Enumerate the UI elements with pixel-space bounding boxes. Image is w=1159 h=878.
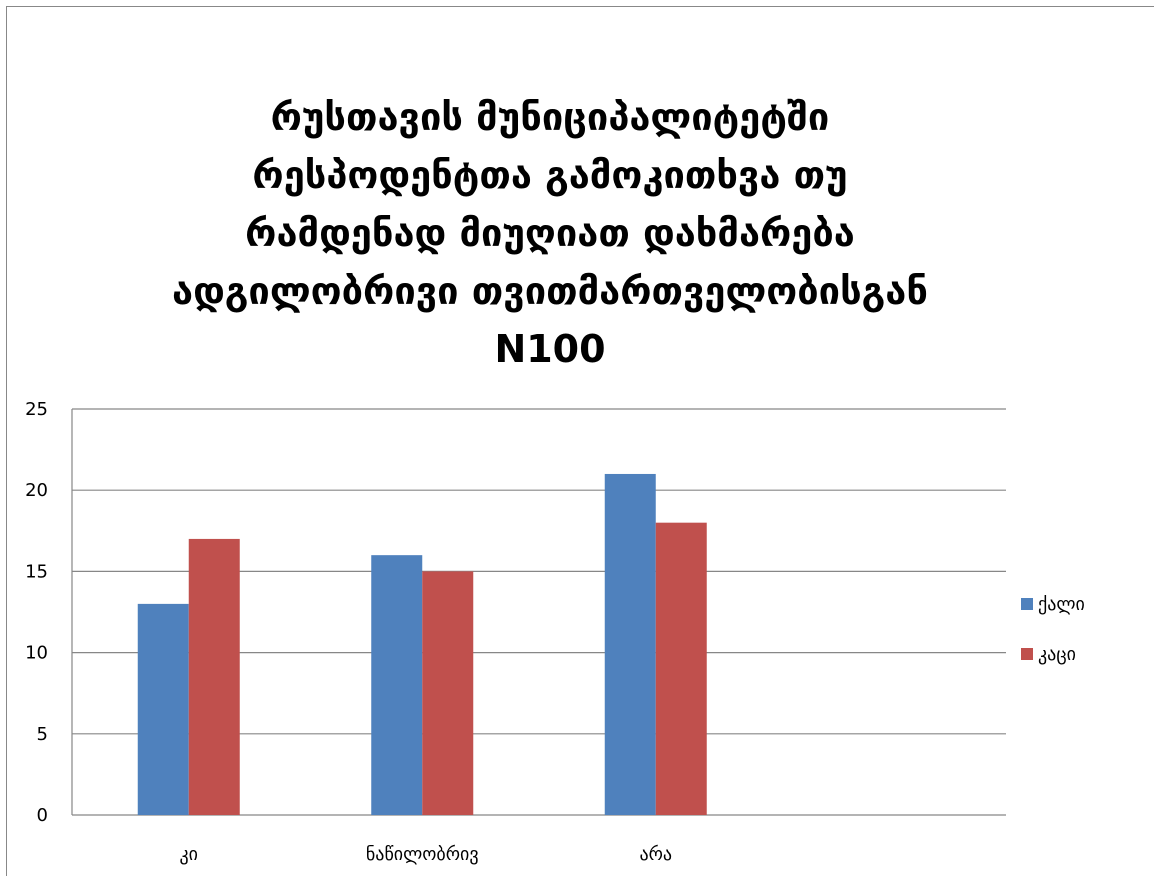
y-tick-labels: 0 5 10 15 20 25 bbox=[25, 399, 48, 826]
chart-title: რუსთავის მუნიციპალიტეტში რესპოდენტთა გამო… bbox=[20, 88, 1080, 378]
bar-female bbox=[604, 473, 656, 815]
legend-swatch bbox=[1021, 648, 1033, 660]
x-tick-label: არა bbox=[639, 844, 672, 865]
chart-title-line: რუსთავის მუნიციპალიტეტში bbox=[270, 95, 830, 139]
x-tick-label: კი bbox=[179, 844, 198, 865]
bar-male bbox=[655, 522, 707, 815]
chart-title-line: რამდენად მიუღიათ დახმარება bbox=[245, 211, 855, 255]
x-tick-labels: კი ნაწილობრივ არა bbox=[179, 844, 672, 865]
bar-female bbox=[371, 555, 423, 815]
bar-male bbox=[422, 571, 474, 815]
y-tick-label: 25 bbox=[25, 399, 48, 420]
y-tick-label: 5 bbox=[37, 724, 48, 745]
bar-male bbox=[188, 538, 240, 815]
y-tick-label: 0 bbox=[37, 805, 48, 826]
chart-title-line: რესპოდენტთა გამოკითხვა თუ bbox=[252, 153, 848, 197]
bars bbox=[137, 473, 707, 815]
bar-female bbox=[137, 603, 189, 815]
legend-swatch bbox=[1021, 598, 1033, 610]
gridlines bbox=[71, 408, 1006, 816]
y-tick-label: 10 bbox=[25, 643, 48, 664]
chart-title-line: ადგილობრივი თვითმართველობისგან bbox=[172, 269, 928, 313]
chart-title-line: N100 bbox=[494, 327, 606, 371]
chart-frame bbox=[6, 6, 1154, 876]
legend: ქალი კაცი bbox=[1021, 594, 1085, 665]
legend-label: კაცი bbox=[1038, 644, 1076, 665]
y-tick-label: 20 bbox=[25, 480, 48, 501]
y-tick-label: 15 bbox=[25, 561, 48, 582]
legend-label: ქალი bbox=[1038, 594, 1085, 615]
x-tick-label: ნაწილობრივ bbox=[366, 844, 479, 865]
